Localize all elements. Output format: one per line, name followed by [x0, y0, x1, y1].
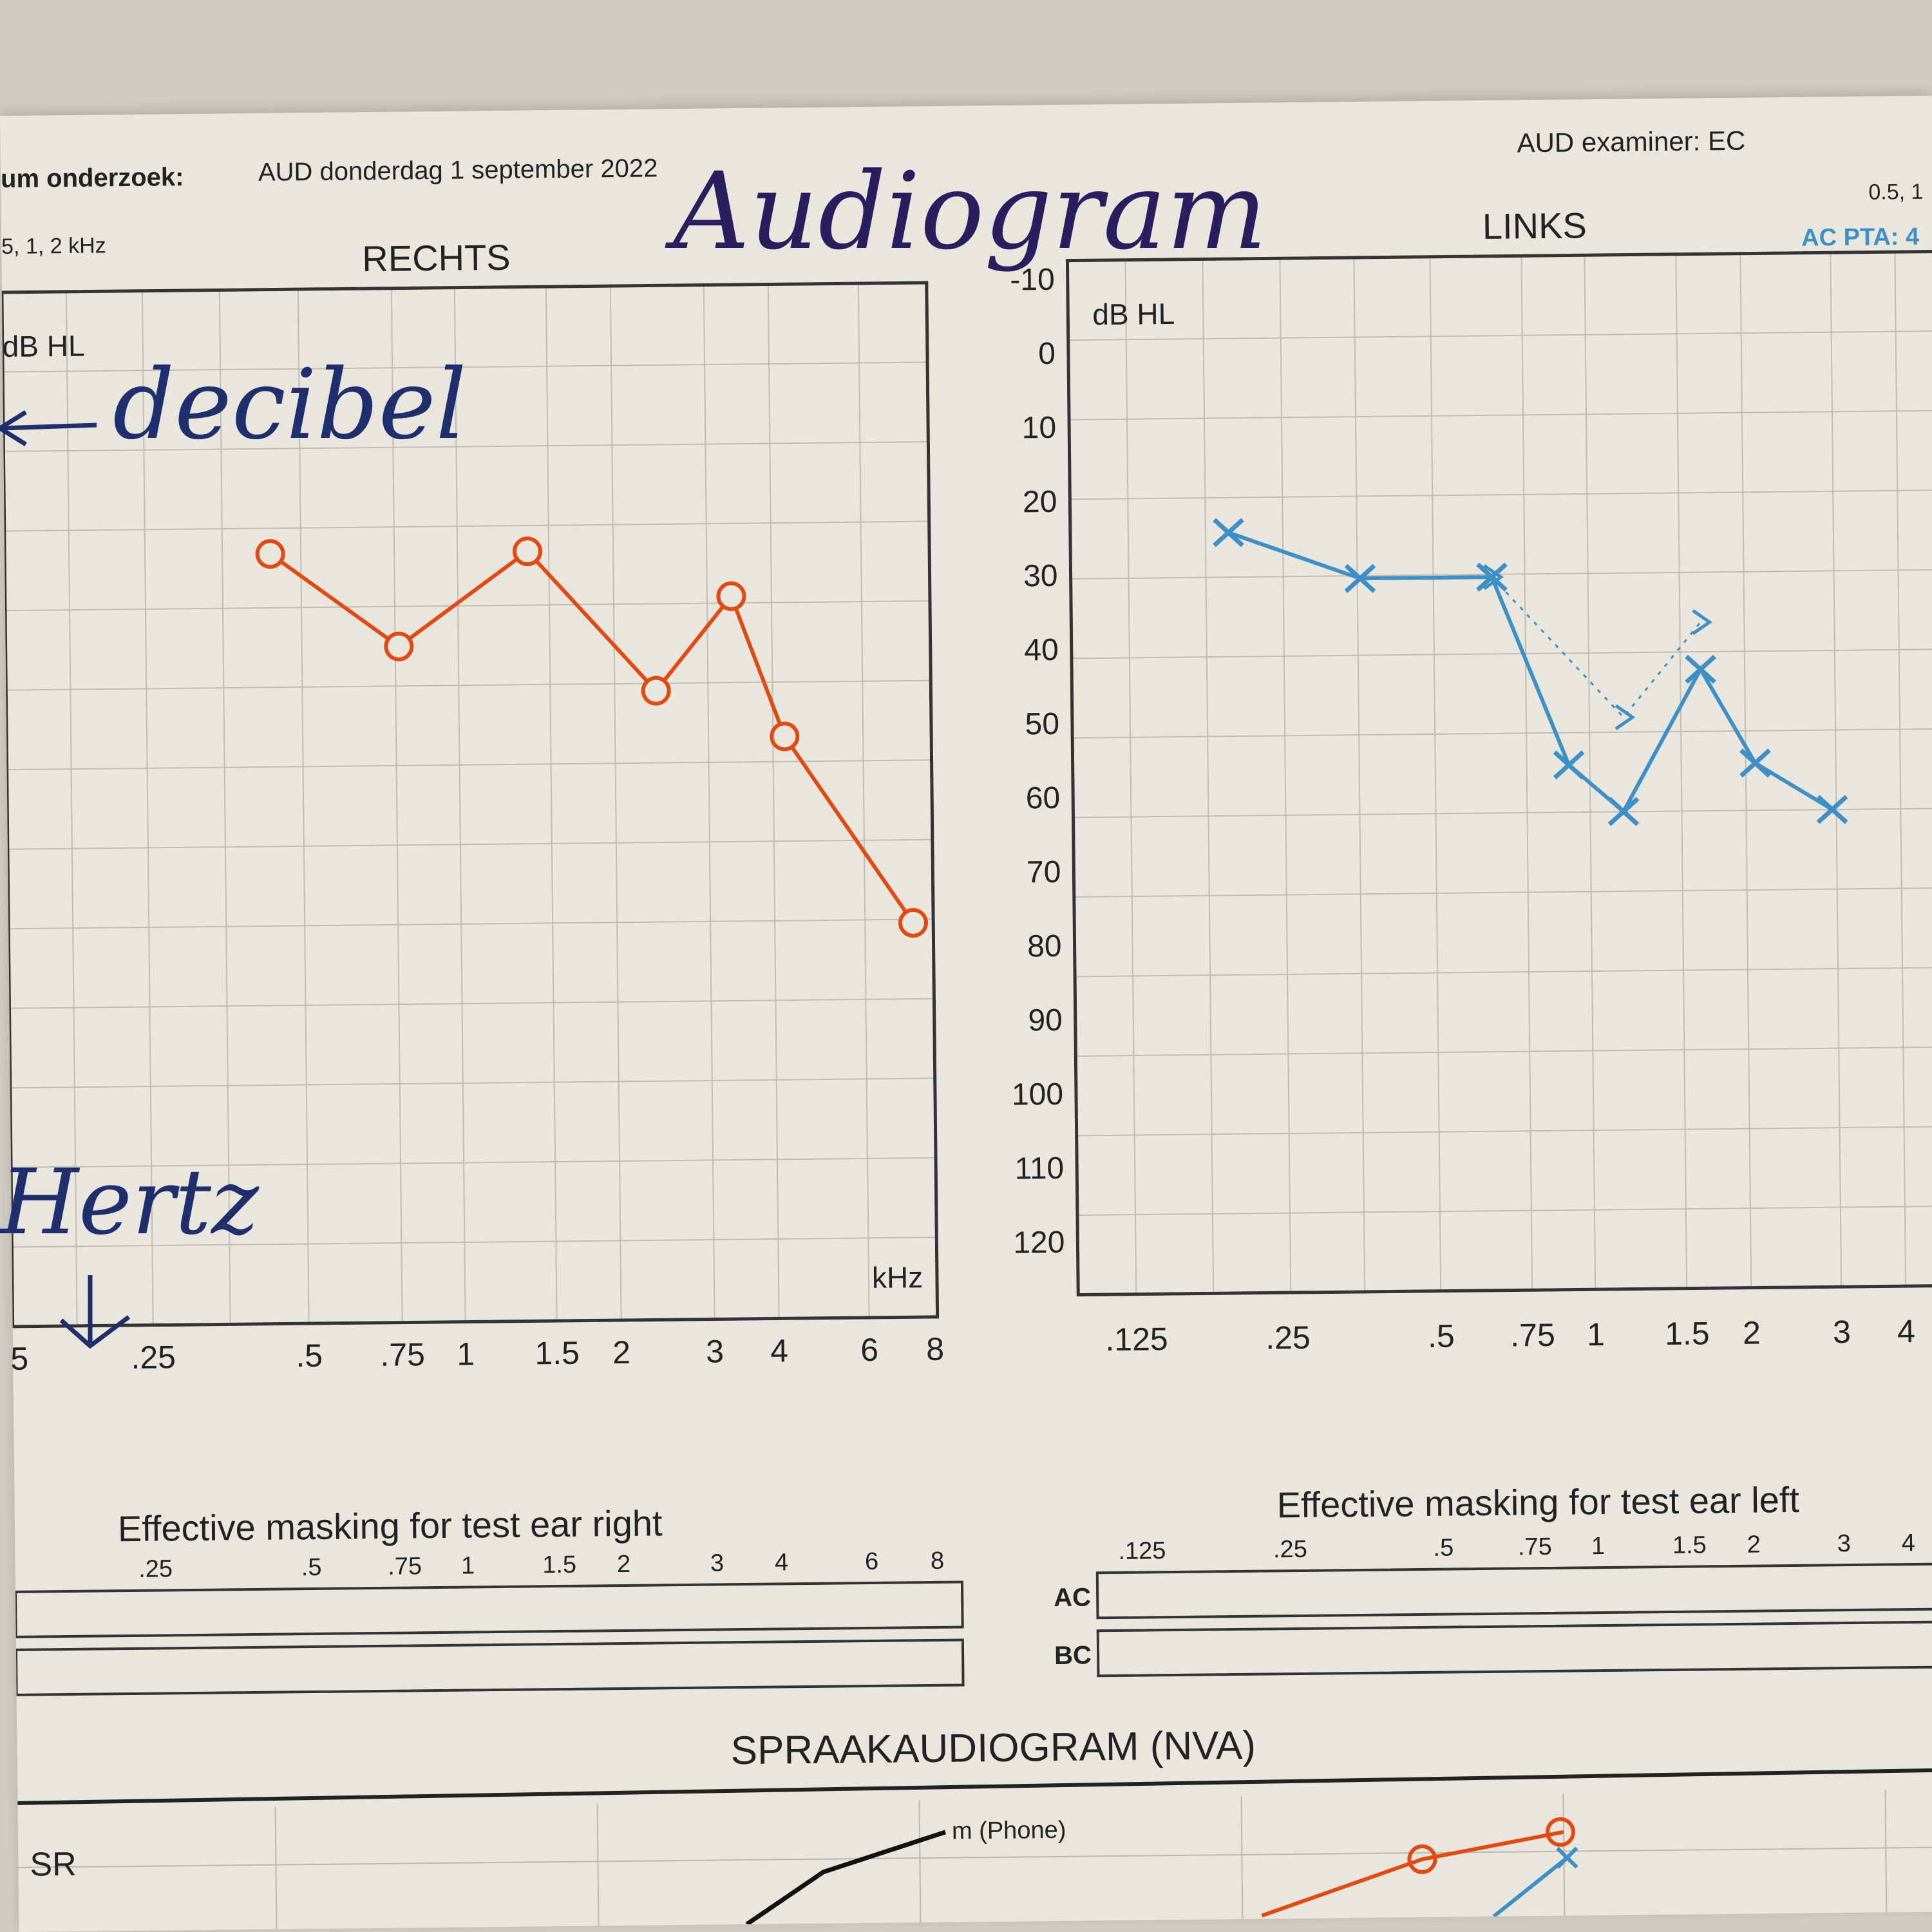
data-point-bc-left — [1692, 609, 1713, 636]
speech-left-point — [1556, 1846, 1578, 1869]
audiogram-sheet: um onderzoek: AUD donderdag 1 september … — [0, 95, 1932, 1932]
sheet-graphics — [0, 250, 1932, 1929]
hertz-arrow-icon — [59, 1275, 131, 1349]
speech-right-point — [1546, 1817, 1576, 1847]
data-point-bc-left — [1483, 564, 1504, 591]
speech-divider — [17, 1768, 1932, 1805]
data-point-right — [716, 581, 746, 611]
speech-left-curve — [1492, 1856, 1569, 1918]
plot-right — [255, 536, 928, 938]
data-point-right — [641, 676, 671, 706]
series-line-bc-left — [1491, 576, 1701, 719]
masking-ac-box-right — [14, 1580, 964, 1638]
data-point-right — [255, 539, 285, 569]
speech-curve — [745, 1830, 947, 1926]
masking-bc-box-right — [14, 1638, 965, 1696]
masking-ac-box-left — [1095, 1562, 1932, 1620]
data-point-left — [1213, 518, 1244, 547]
data-point-right — [898, 907, 928, 938]
plot-left — [1213, 518, 1848, 826]
data-point-left — [1344, 564, 1376, 593]
speech-right-point — [1407, 1844, 1437, 1875]
data-point-left — [1607, 797, 1640, 826]
handwritten-hertz: Hertz — [0, 1150, 260, 1255]
handwritten-title: Audiogram — [665, 149, 1267, 273]
data-point-left — [1739, 748, 1771, 778]
masking-bc-box-left — [1096, 1620, 1932, 1678]
data-point-right — [384, 631, 414, 661]
speech-right-curve — [1261, 1830, 1564, 1918]
data-point-left — [1816, 795, 1848, 824]
frame-left — [1065, 250, 1932, 1297]
series-line-left — [1227, 531, 1833, 815]
series-line-right — [269, 549, 915, 924]
decibel-arrow-icon — [0, 410, 97, 446]
speech-grid — [18, 1790, 1932, 1929]
handwritten-decibel: decibel — [113, 349, 467, 461]
data-point-right — [770, 721, 800, 752]
frame-right — [0, 281, 940, 1329]
data-point-left — [1685, 654, 1716, 684]
data-point-bc-left — [1615, 704, 1636, 730]
data-point-right — [513, 536, 542, 567]
data-point-left — [1553, 750, 1585, 780]
